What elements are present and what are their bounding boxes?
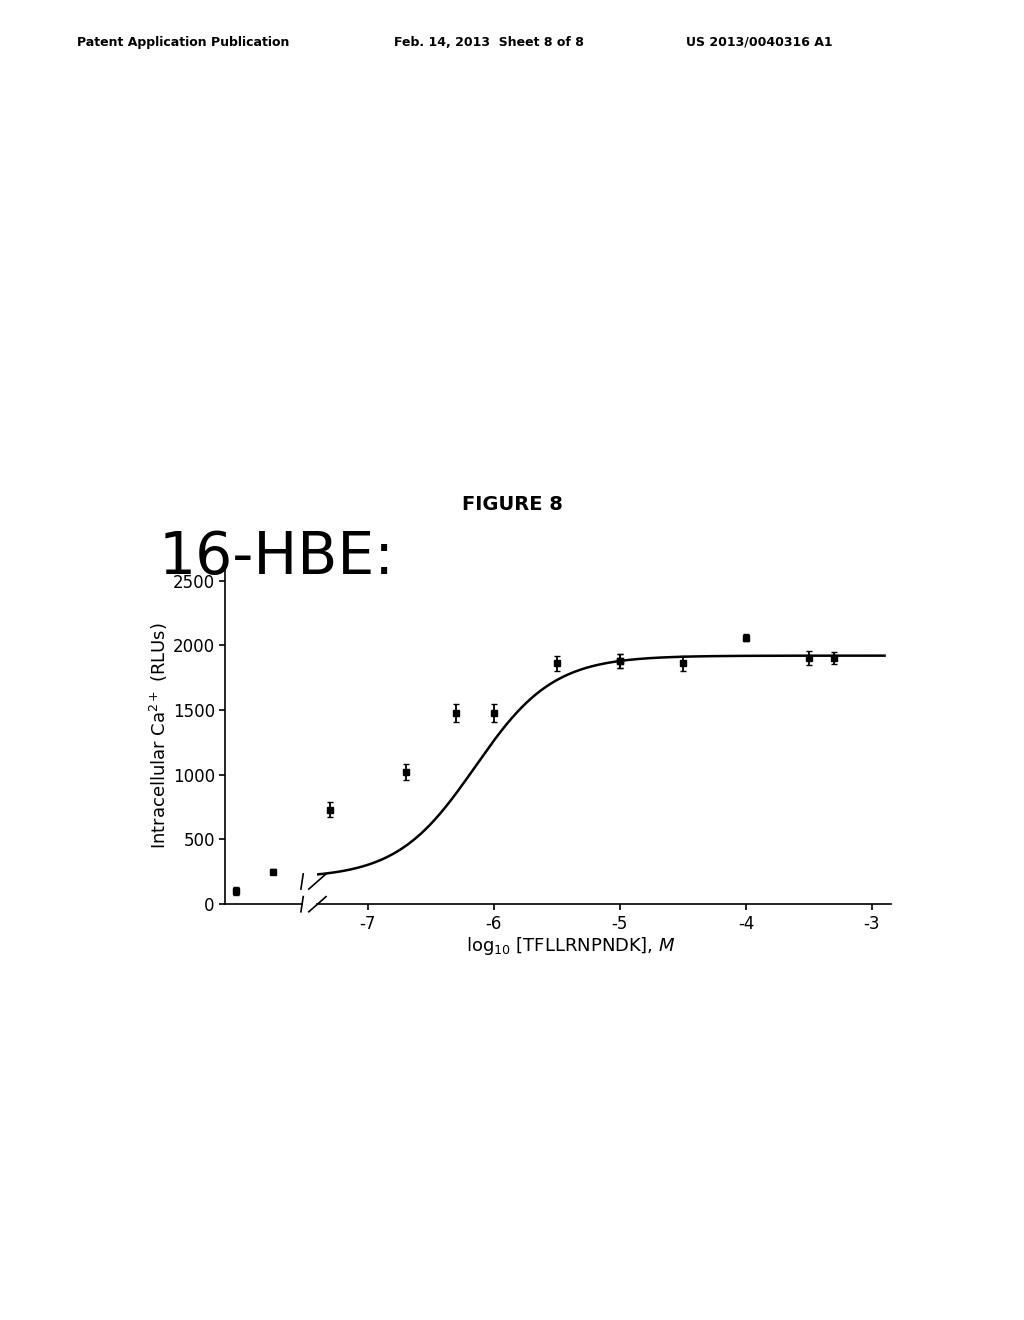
Text: Intracellular Ca$^{2+}$ (RLUs): Intracellular Ca$^{2+}$ (RLUs) xyxy=(147,622,170,849)
Text: log$_{10}$ [TFLLRNPNDK], $\it{M}$: log$_{10}$ [TFLLRNPNDK], $\it{M}$ xyxy=(466,936,675,957)
Text: Feb. 14, 2013  Sheet 8 of 8: Feb. 14, 2013 Sheet 8 of 8 xyxy=(394,36,584,49)
Text: US 2013/0040316 A1: US 2013/0040316 A1 xyxy=(686,36,833,49)
Text: FIGURE 8: FIGURE 8 xyxy=(462,495,562,513)
Text: Patent Application Publication: Patent Application Publication xyxy=(77,36,289,49)
Text: 16-HBE:: 16-HBE: xyxy=(159,528,394,586)
